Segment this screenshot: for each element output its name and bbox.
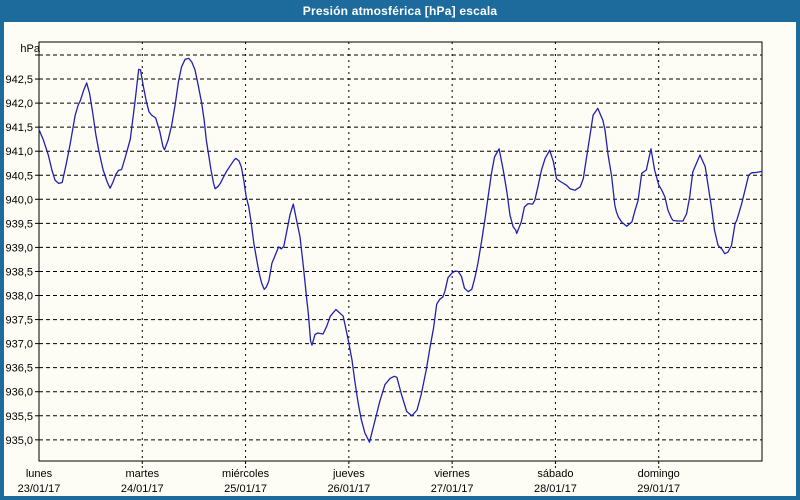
day-weekday-label: miércoles	[222, 468, 270, 480]
y-tick-label: 939,5	[5, 218, 33, 230]
day-weekday-label: martes	[125, 468, 159, 480]
y-tick-label: 940,0	[5, 194, 33, 206]
day-date-label: 29/01/17	[637, 483, 680, 495]
y-tick-label: 939,0	[5, 242, 33, 254]
y-axis-unit-label: hPa	[20, 43, 40, 55]
day-date-label: 26/01/17	[327, 483, 370, 495]
y-tick-label: 937,5	[5, 315, 33, 327]
pressure-series-line	[38, 57, 763, 443]
x-gridlines	[141, 42, 660, 468]
y-tick-label: 941,0	[5, 146, 33, 158]
day-weekday-label: sábado	[537, 468, 573, 480]
y-tick-label: 942,5	[5, 74, 33, 86]
day-date-label: 27/01/17	[431, 483, 474, 495]
day-weekday-label: domingo	[638, 468, 680, 480]
day-date-label: 23/01/17	[18, 483, 61, 495]
y-tick-label: 940,5	[5, 170, 33, 182]
day-date-label: 25/01/17	[224, 483, 267, 495]
title-bar: Presión atmosférica [hPa] escala	[0, 0, 800, 22]
y-tick-label: 941,5	[5, 122, 33, 134]
y-tick-label: 938,5	[5, 266, 33, 278]
y-tick-label: 935,0	[5, 435, 33, 447]
day-weekday-label: jueves	[332, 468, 365, 480]
chart-title: Presión atmosférica [hPa] escala	[302, 4, 498, 18]
y-tick-label: 938,0	[5, 291, 33, 303]
y-tick-labels: 942,5 942,0 941,5 941,0 940,5 940,0 939,5 939,0…	[5, 74, 33, 447]
y-tick-label: 936,0	[5, 387, 33, 399]
day-weekday-label: viernes	[434, 468, 470, 480]
y-tick-label: 942,0	[5, 98, 33, 110]
plot-border	[38, 41, 763, 462]
day-date-label: 28/01/17	[534, 483, 577, 495]
day-weekday-label: lunes	[26, 468, 53, 480]
x-day-labels: lunes 23/01/17 martes 24/01/17 miércoles 25/0…	[18, 468, 681, 495]
y-tick-label: 936,5	[5, 363, 33, 375]
chart-background	[4, 22, 796, 496]
y-tick-label: 935,5	[5, 411, 33, 423]
day-date-label: 24/01/17	[121, 483, 164, 495]
y-tick-label: 937,0	[5, 339, 33, 351]
